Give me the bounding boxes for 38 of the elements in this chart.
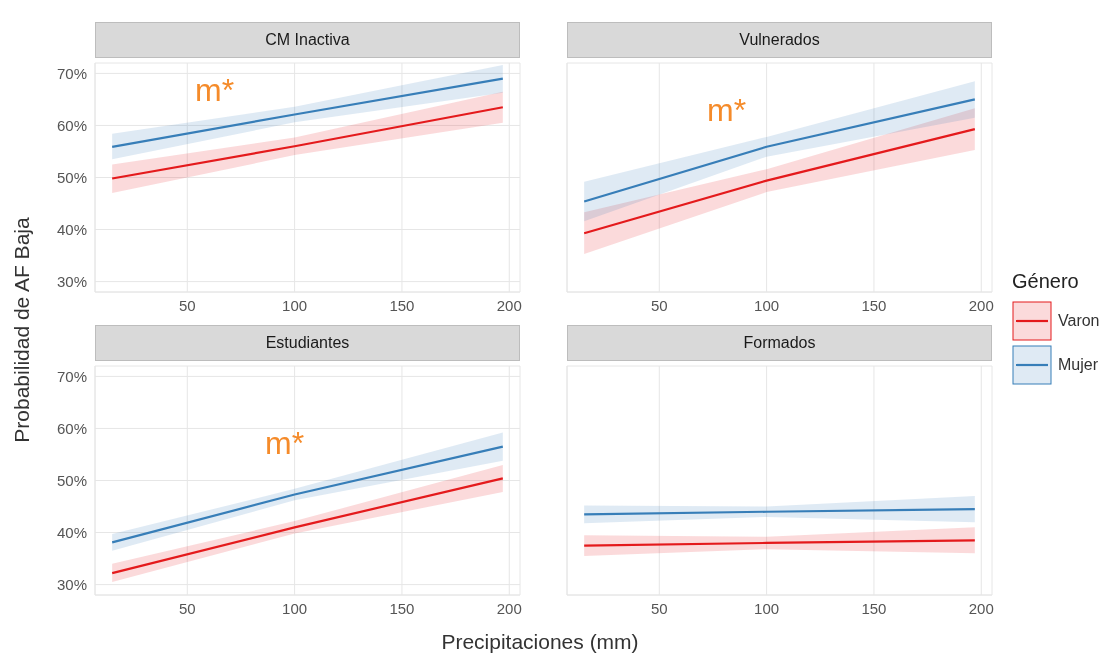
annotation: m* (265, 425, 305, 462)
x-tick-label: 50 (178, 599, 196, 617)
x-tick-label: 100 (754, 296, 780, 314)
x-axis-title: Precipitaciones (mm) (441, 630, 639, 654)
x-tick-label: 50 (178, 296, 196, 314)
y-tick-label: 30% (56, 272, 87, 290)
x-tick-label: 150 (389, 296, 415, 314)
x-tick-label: 200 (968, 296, 994, 314)
y-axis-title: Probabilidad de AF Baja (10, 217, 34, 443)
y-tick-label: 70% (56, 64, 87, 82)
x-tick-label: 200 (496, 599, 522, 617)
chart-title: Vulnerados (567, 22, 992, 58)
annotation: m* (707, 92, 747, 129)
x-tick-label: 200 (968, 599, 994, 617)
x-tick-label: 100 (754, 599, 780, 617)
legend-title: Género (1012, 270, 1080, 293)
x-tick-label: 100 (282, 599, 308, 617)
x-tick-label: 50 (650, 296, 668, 314)
legend-label: Mujer (1058, 356, 1099, 374)
y-tick-label: 50% (56, 168, 87, 186)
x-tick-label: 100 (282, 296, 308, 314)
chart-title: Estudiantes (95, 325, 520, 361)
y-tick-label: 40% (56, 523, 87, 541)
chart-title: CM Inactiva (95, 22, 520, 58)
y-tick-label: 40% (56, 220, 87, 238)
annotation: m* (195, 72, 235, 109)
x-tick-label: 150 (389, 599, 415, 617)
x-tick-label: 150 (861, 296, 887, 314)
y-tick-label: 50% (56, 471, 87, 489)
y-tick-label: 60% (56, 116, 87, 134)
y-tick-label: 60% (56, 419, 87, 437)
y-tick-label: 30% (56, 575, 87, 593)
y-tick-label: 70% (56, 367, 87, 385)
x-tick-label: 50 (650, 599, 668, 617)
x-tick-label: 200 (496, 296, 522, 314)
chart-title: Formados (567, 325, 992, 361)
legend-label: Varon (1058, 312, 1100, 330)
x-tick-label: 150 (861, 599, 887, 617)
